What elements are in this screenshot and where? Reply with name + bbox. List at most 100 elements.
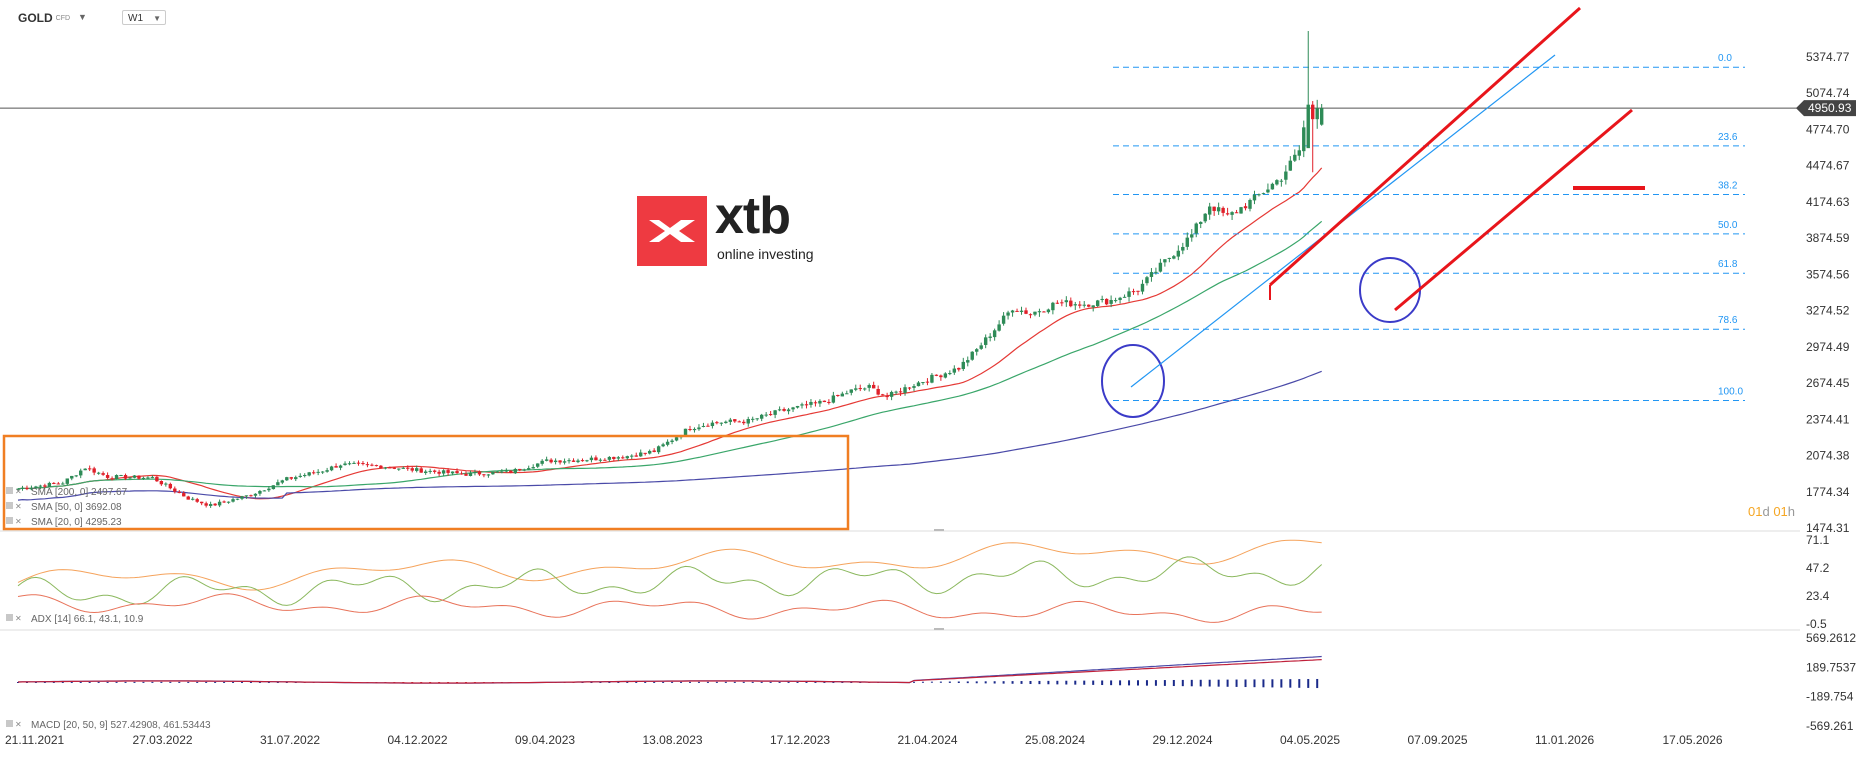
- macd-histogram-bar: [258, 681, 261, 683]
- candle-body: [146, 477, 150, 479]
- time-tick-label: 29.12.2024: [1153, 733, 1213, 747]
- symbol-dropdown-icon[interactable]: ▼: [78, 12, 87, 22]
- candle-body: [773, 410, 777, 415]
- candle-body: [289, 477, 293, 479]
- candle-body: [347, 463, 352, 465]
- candle-body: [527, 468, 531, 470]
- candle-body: [1064, 300, 1069, 303]
- macd-histogram-bar: [733, 681, 736, 683]
- candle-body: [253, 493, 258, 496]
- fibonacci-level-label: 0.0: [1718, 53, 1732, 64]
- candle-body: [751, 418, 755, 420]
- legend-menu-icon[interactable]: [6, 614, 13, 621]
- highlight-circle[interactable]: [1359, 257, 1421, 323]
- candle-body: [1028, 314, 1033, 316]
- candle-body: [975, 349, 979, 352]
- candle-body: [876, 388, 880, 395]
- candle-body: [1158, 262, 1163, 272]
- candle-body: [276, 482, 280, 486]
- macd-histogram-bar: [1119, 680, 1122, 686]
- candle-body: [285, 477, 289, 481]
- macd-histogram-bar: [249, 681, 252, 683]
- macd-histogram-bar: [106, 681, 109, 683]
- legend-close-icon: ✕: [15, 614, 22, 623]
- candle-body: [29, 487, 34, 490]
- price-tick-label: 1774.34: [1806, 485, 1850, 499]
- candle-body: [1001, 315, 1006, 324]
- panel-resize-handle[interactable]: [934, 628, 944, 630]
- fibonacci-level-label: 100.0: [1718, 387, 1743, 398]
- candle-body: [894, 391, 898, 393]
- candle-body: [1046, 309, 1051, 313]
- upper-channel-line[interactable]: [1269, 6, 1581, 287]
- candle-body: [1176, 250, 1181, 257]
- candle-body: [235, 498, 240, 500]
- macd-histogram-bar: [957, 681, 960, 684]
- legend-close-icon: ✕: [15, 502, 22, 511]
- candle-body: [509, 470, 513, 473]
- legend-menu-icon[interactable]: [6, 720, 13, 727]
- candle-body: [1230, 212, 1234, 215]
- candle-body: [365, 464, 370, 466]
- macd-histogram-bar: [214, 681, 217, 683]
- price-tick-label: 3574.56: [1806, 267, 1850, 281]
- symbol-selector[interactable]: GOLD CFD: [18, 11, 70, 25]
- candle-body: [34, 486, 38, 489]
- candle-body: [65, 478, 69, 484]
- macd-histogram-bar: [142, 681, 145, 683]
- candle-body: [1051, 302, 1055, 311]
- candle-body: [410, 468, 414, 471]
- candle-body: [997, 324, 1001, 331]
- lower-channel-line[interactable]: [1394, 108, 1633, 312]
- candle-body: [531, 467, 535, 469]
- candle-body: [186, 496, 190, 500]
- macd-histogram-bar: [778, 681, 781, 683]
- annotation-layer[interactable]: [2, 6, 1645, 531]
- sma-legend-label: SMA [20, 0] 4295.23: [31, 517, 122, 528]
- macd-histogram-bar: [88, 681, 91, 683]
- candle-body: [706, 425, 710, 427]
- candle-body: [177, 491, 181, 494]
- time-tick-label: 17.05.2026: [1663, 733, 1723, 747]
- candle-body: [1185, 237, 1189, 247]
- candle-body: [428, 470, 432, 472]
- candle-body: [934, 374, 939, 376]
- candle-body: [1252, 194, 1257, 201]
- fibonacci-layer[interactable]: 0.0 23.6 38.2 50.0 61.8 78.6 100.0: [1113, 53, 1745, 402]
- macd-histogram-bar: [1217, 679, 1220, 687]
- candle-body: [652, 450, 656, 452]
- candle-body: [128, 477, 132, 479]
- candle-body: [464, 473, 468, 476]
- macd-histogram-bar: [160, 681, 163, 683]
- consolidation-box[interactable]: [2, 434, 850, 531]
- time-tick-label: 21.11.2021: [5, 733, 64, 747]
- candle-body: [961, 361, 965, 370]
- timeframe-selector[interactable]: W1 ▼: [122, 10, 166, 25]
- candle-body: [92, 468, 96, 473]
- legend-menu-icon[interactable]: [6, 502, 13, 509]
- candle-body: [1113, 300, 1118, 302]
- candle-body: [258, 490, 262, 494]
- candle-body: [863, 388, 867, 390]
- legend-menu-icon[interactable]: [6, 487, 13, 494]
- candle-body: [1181, 246, 1185, 251]
- candle-body: [213, 503, 217, 506]
- panel-resize-handle[interactable]: [934, 529, 944, 531]
- candle-body: [56, 483, 61, 485]
- time-tick-label: 04.12.2022: [388, 733, 448, 747]
- candle-body: [43, 485, 47, 487]
- time-tick-label: 13.08.2023: [643, 733, 703, 747]
- plus-di-line: [17, 556, 1323, 606]
- candle-body: [957, 367, 961, 370]
- candle-body: [441, 470, 446, 474]
- symbol-name: GOLD: [18, 11, 53, 25]
- legend-menu-icon[interactable]: [6, 517, 13, 524]
- macd-histogram-bar: [1253, 679, 1256, 688]
- candle-body: [1239, 207, 1243, 214]
- candle-body: [1221, 207, 1225, 213]
- highlight-circle[interactable]: [1101, 344, 1165, 418]
- candle-body: [397, 468, 401, 470]
- candle-body: [880, 394, 885, 396]
- last-price-badge[interactable]: [1796, 100, 1856, 117]
